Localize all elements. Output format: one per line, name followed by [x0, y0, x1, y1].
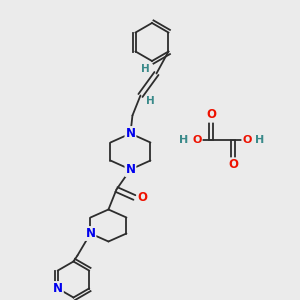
Text: N: N [125, 163, 136, 176]
Text: H: H [255, 135, 265, 145]
Text: H: H [141, 64, 150, 74]
Text: O: O [137, 191, 148, 204]
Text: N: N [53, 282, 63, 295]
Text: O: O [242, 135, 252, 145]
Text: H: H [179, 135, 189, 145]
Text: O: O [228, 158, 238, 172]
Text: O: O [192, 135, 202, 145]
Text: N: N [125, 127, 136, 140]
Text: N: N [85, 227, 95, 240]
Text: H: H [146, 97, 155, 106]
Text: O: O [206, 109, 216, 122]
